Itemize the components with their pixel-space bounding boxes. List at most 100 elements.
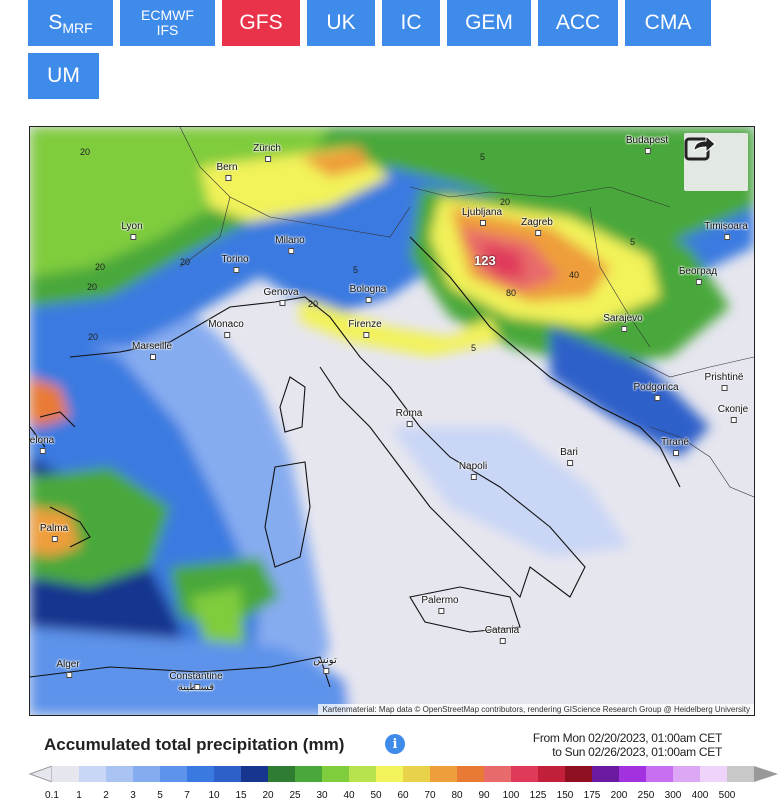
city-label: Bari: [560, 447, 578, 466]
city-label: Tiranë: [661, 437, 689, 456]
city-label: Palermo: [421, 595, 459, 614]
city-label: Constantine قسنطينة: [169, 671, 223, 693]
max-value-label: 123: [474, 253, 496, 268]
tab-gem[interactable]: GEM: [447, 0, 531, 46]
tab-gfs[interactable]: GFS: [222, 0, 300, 46]
scale-swatch: [214, 766, 241, 782]
tab-um-label: UM: [47, 64, 80, 87]
tab-cma[interactable]: CMA: [625, 0, 711, 46]
city-label: Prishtinë: [704, 372, 744, 391]
scale-tick-label: 0.1: [45, 790, 59, 801]
tab-acc-label: ACC: [555, 11, 601, 34]
tab-smrf-label: SMRF: [48, 10, 93, 36]
scale-tick-label: 30: [316, 790, 328, 801]
scale-swatch: [268, 766, 295, 782]
scale-left-arrow: [28, 766, 52, 782]
scale-swatch: [484, 766, 511, 782]
precipitation-field: [30, 127, 754, 715]
city-label: Bologna: [349, 284, 387, 303]
city-label: Roma: [395, 408, 423, 427]
tab-gfs-label: GFS: [239, 11, 283, 34]
city-label: Alger: [56, 659, 80, 678]
scale-tick-label: 500: [718, 790, 736, 801]
contour-label: 20: [87, 282, 98, 292]
city-label: Ljubljana: [461, 207, 503, 226]
city-label: Zagreb: [521, 217, 553, 236]
contour-label: 20: [500, 197, 511, 207]
contour-label: 20: [80, 147, 91, 157]
contour-label: 20: [95, 262, 106, 272]
scale-swatch: [322, 766, 349, 782]
tab-ic-label: IC: [400, 11, 422, 34]
scale-tick-label: 50: [370, 790, 382, 801]
date-to: to Sun 02/26/2023, 01:00am CET: [552, 745, 722, 759]
scale-right-arrow: [754, 766, 778, 782]
city-label: Genova: [263, 287, 299, 306]
scale-tick-label: 3: [130, 790, 136, 801]
scale-tick-label: 5: [157, 790, 163, 801]
scale-swatch: [646, 766, 673, 782]
city-label: Monaco: [208, 319, 244, 338]
scale-tick-label: 1: [76, 790, 82, 801]
share-icon: [684, 134, 716, 161]
city-label: Скопје: [717, 404, 749, 423]
city-label: Budapest: [625, 135, 669, 154]
scale-tick-label: 15: [235, 790, 247, 801]
scale-tick-label: 150: [556, 790, 574, 801]
tab-ecmwf-ifs[interactable]: ECMWF IFS: [120, 0, 215, 46]
scale-swatch: [565, 766, 592, 782]
contour-label: 20: [88, 332, 99, 342]
contour-label: 80: [506, 288, 517, 298]
info-icon[interactable]: i: [385, 734, 405, 754]
tab-uk-label: UK: [326, 11, 356, 34]
contour-label: 5: [471, 343, 477, 353]
tab-cma-label: CMA: [644, 11, 692, 34]
scale-tick-label: 80: [451, 790, 463, 801]
color-scale: 0.1 1 2 3 5 7 10 15 20 25 30 40 50 60 70 80 90 100 125 150 1…: [28, 766, 782, 801]
tab-gem-label: GEM: [465, 11, 513, 34]
scale-swatch: [376, 766, 403, 782]
scale-tick-label: 100: [502, 790, 520, 801]
contour-label: 40: [569, 270, 580, 280]
tab-uk[interactable]: UK: [307, 0, 375, 46]
city-label: Podgorica: [633, 382, 679, 401]
scale-tick-label: 10: [208, 790, 220, 801]
scale-tick-label: 2: [103, 790, 109, 801]
share-button[interactable]: [684, 133, 748, 191]
scale-tick-label: 400: [691, 790, 709, 801]
scale-swatch: [592, 766, 619, 782]
scale-tick-label: 20: [262, 790, 274, 801]
tab-um[interactable]: UM: [28, 53, 99, 99]
scale-swatch: [403, 766, 430, 782]
tab-smrf[interactable]: SMRF: [28, 0, 113, 46]
tab-ic[interactable]: IC: [382, 0, 440, 46]
city-label: Palma: [39, 523, 69, 542]
scale-swatch: [619, 766, 646, 782]
scale-tick-label: 300: [664, 790, 682, 801]
scale-tick-label: 70: [424, 790, 436, 801]
scale-tick-label: 200: [610, 790, 628, 801]
city-label: Bern: [216, 162, 238, 181]
city-label: Firenze: [348, 319, 382, 338]
contour-label: 5: [630, 237, 636, 247]
precipitation-map[interactable]: Budapest Bern Zürich Lyon Milano Torino …: [29, 126, 755, 716]
tab-acc[interactable]: ACC: [538, 0, 618, 46]
city-label: Catania: [484, 625, 520, 644]
contour-label: 20: [180, 257, 191, 267]
city-label: Београд: [678, 266, 718, 285]
contour-label: 5: [480, 152, 486, 162]
scale-tick-label: 25: [289, 790, 301, 801]
city-label: Timișoara: [704, 221, 748, 240]
scale-tick-label: 7: [184, 790, 190, 801]
date-from: From Mon 02/20/2023, 01:00am CET: [532, 731, 722, 745]
scale-swatch: [727, 766, 754, 782]
scale-swatch: [106, 766, 133, 782]
scale-swatch: [295, 766, 322, 782]
city-label: Sarajevo: [603, 313, 643, 332]
city-label: Milano: [275, 235, 305, 254]
scale-tick-label: 250: [637, 790, 655, 801]
scale-swatch: [160, 766, 187, 782]
scale-swatch: [79, 766, 106, 782]
scale-swatch: [457, 766, 484, 782]
scale-swatch: [349, 766, 376, 782]
